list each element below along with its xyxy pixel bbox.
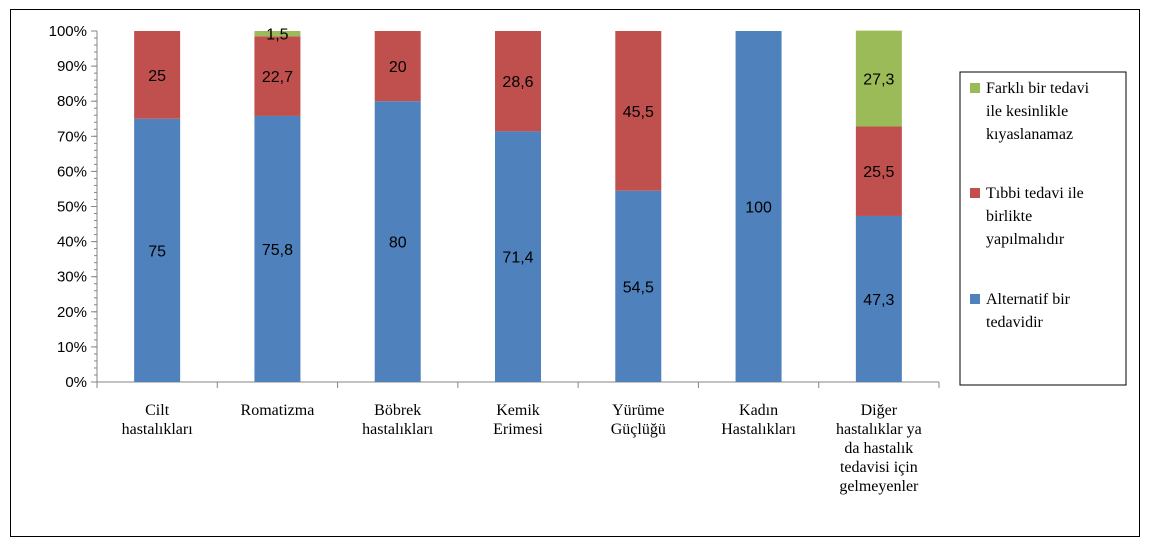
data-label: 25 — [148, 68, 166, 85]
data-label: 75,8 — [262, 242, 293, 259]
stacked-bar-chart: 0% 10% 20% 30% 40% 50% 60% 70% 80% 90% 100% 75 25 Cil… — [49, 23, 1127, 495]
chart-container: 0% 10% 20% 30% 40% 50% 60% 70% 80% 90% 100% 75 25 Cil… — [10, 9, 1140, 537]
x-category-label-line: Güçlüğü — [611, 421, 666, 438]
bar-segment — [615, 190, 662, 382]
data-label: 45,5 — [623, 104, 654, 121]
data-label: 20 — [389, 59, 407, 76]
bar-segment — [495, 31, 541, 132]
data-label: 22,7 — [262, 69, 293, 86]
legend-entry: Tıbbi tedavi ile birlikte yapılmalıdır — [986, 185, 1084, 248]
x-category-label-line: gelmeyenler — [839, 478, 919, 495]
x-category-label-line: Kemik — [496, 402, 540, 419]
x-category-label: Yürüme Güçlüğü — [611, 402, 666, 438]
data-label: 1,5 — [266, 27, 288, 44]
bar-segment — [855, 126, 902, 216]
y-tick-label: 50% — [57, 199, 87, 216]
legend-entry-line: Alternatif bir — [986, 291, 1071, 308]
x-category-label: Romatizma — [241, 402, 315, 419]
legend-entry-line: Tıbbi tedavi ile — [986, 185, 1084, 202]
x-category-label-line: hastalıkları — [122, 421, 194, 438]
data-label: 75 — [148, 243, 166, 260]
y-tick-label: 70% — [57, 128, 87, 145]
legend-entry-line: yapılmalıdır — [986, 231, 1065, 248]
bar-segment — [495, 131, 541, 382]
bar-segment — [374, 31, 421, 102]
y-tick-label: 40% — [57, 234, 87, 251]
legend-entry-line: Farklı bir tedavi — [986, 80, 1090, 97]
y-tick-label: 100% — [49, 23, 87, 40]
bar-segment — [254, 31, 301, 37]
x-category-label-line: tedavisi için — [840, 459, 918, 476]
x-category-label-line: hastalıkları — [362, 421, 434, 438]
x-category-label: Kemik Erimesi — [493, 402, 543, 438]
x-category-label: Cilt hastalıkları — [122, 402, 194, 438]
legend-entry-line: tedavidir — [986, 314, 1044, 331]
y-tick-label: 10% — [57, 339, 87, 356]
x-category-label-line: da hastalık — [844, 440, 913, 457]
y-tick-label: 20% — [57, 304, 87, 321]
data-label: 100 — [745, 200, 772, 217]
x-category-label-line: Kadın — [739, 402, 778, 419]
legend-entry: Alternatif bir tedavidir — [986, 291, 1071, 331]
x-category-label-line: Hastalıkları — [721, 421, 796, 438]
bar-segment — [855, 30, 902, 127]
bar-segment — [615, 31, 662, 191]
data-label: 71,4 — [502, 250, 533, 267]
legend-entry-line: ile kesinlikle — [986, 103, 1068, 120]
x-category-label-line: Yürüme — [612, 402, 664, 419]
x-category-label-line: Erimesi — [493, 421, 543, 438]
bar-segment — [735, 31, 782, 382]
x-category-label: Diğer hastalıklar ya da hastalık tedavisi i… — [836, 402, 922, 495]
bar-segment — [134, 118, 181, 382]
legend-swatch — [970, 188, 980, 198]
legend-box — [959, 71, 1127, 386]
x-category-label-line: Cilt — [145, 402, 170, 419]
data-label: 80 — [389, 235, 407, 252]
legend-swatch — [970, 83, 980, 93]
legend-entry-line: kıyaslanamaz — [986, 126, 1073, 143]
bar-segment — [374, 101, 421, 382]
x-category-label-line: Böbrek — [374, 402, 421, 419]
data-label: 47,3 — [863, 292, 894, 309]
data-label: 25,5 — [863, 164, 894, 181]
x-category-label-line: hastalıklar ya — [836, 421, 922, 438]
y-tick-label: 60% — [57, 163, 87, 180]
data-label: 27,3 — [863, 72, 894, 89]
y-tick-label: 0% — [65, 374, 87, 391]
legend-entry-line: birlikte — [986, 208, 1032, 225]
data-label: 28,6 — [502, 74, 533, 91]
bar-segment — [855, 215, 902, 382]
x-category-label-line: Romatizma — [241, 402, 315, 419]
x-category-label: Böbrek hastalıkları — [362, 402, 434, 438]
legend-swatch — [970, 294, 980, 304]
y-tick-label: 30% — [57, 269, 87, 286]
x-category-label: Kadın Hastalıkları — [721, 402, 796, 438]
bar-segment — [254, 36, 301, 116]
y-tick-label: 80% — [57, 93, 87, 110]
bar-segment — [134, 31, 181, 119]
bar-segment — [254, 115, 301, 382]
data-label: 54,5 — [623, 279, 654, 296]
y-tick-label: 90% — [57, 58, 87, 75]
legend-entry: Farklı bir tedavi ile kesinlikle kıyaslana… — [986, 80, 1090, 143]
x-category-label-line: Diğer — [861, 402, 898, 419]
